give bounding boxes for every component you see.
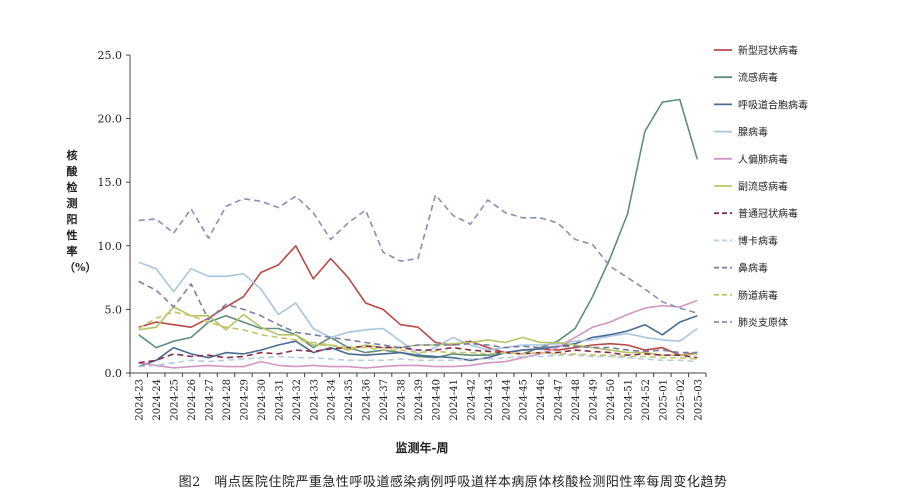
chart-series-lines <box>138 98 699 369</box>
x-tick-label: 2024-29 <box>239 379 250 421</box>
x-tick-label: 2024-41 <box>449 379 460 421</box>
x-tick-label: 2024-40 <box>431 379 442 421</box>
legend-label: 鼻病毒 <box>738 262 768 275</box>
x-tick-label: 2024-44 <box>501 379 512 421</box>
x-tick-label: 2024-38 <box>397 379 408 421</box>
x-tick-label: 2024-48 <box>571 379 582 421</box>
series-line <box>138 354 698 368</box>
x-tick-label: 2024-34 <box>327 379 338 421</box>
x-tick-label: 2024-39 <box>414 379 425 421</box>
y-tick-label: 25.0 <box>98 49 123 62</box>
x-tick-label: 2024-43 <box>484 379 495 421</box>
x-axis-label: 监测年-周 <box>395 441 449 455</box>
x-tick-label: 2024-27 <box>205 379 216 421</box>
legend-label: 流感病毒 <box>738 71 778 84</box>
x-tick-label: 2024-28 <box>222 379 233 421</box>
legend-label: 副流感病毒 <box>738 180 788 193</box>
y-tick-label: 15.0 <box>98 176 123 189</box>
x-tick-label: 2024-47 <box>554 379 565 421</box>
x-tick-label: 2024-33 <box>309 379 320 421</box>
x-tick-label: 2024-37 <box>379 379 390 421</box>
series-line <box>138 315 698 368</box>
legend-label: 腺病毒 <box>738 126 768 139</box>
series-line <box>138 280 698 354</box>
x-tick-label: 2025-01 <box>658 379 669 421</box>
x-tick-label: 2024-31 <box>274 379 285 421</box>
x-tick-label: 2024-25 <box>170 379 181 421</box>
chart-axes: 0.0 5.0 10.0 15.0 20.0 25.0 2024-23 2024-24 2024… <box>98 49 707 421</box>
x-tick-label: 2025-03 <box>693 379 704 421</box>
y-tick-label: 10.0 <box>98 240 123 253</box>
x-tick-label: 2024-46 <box>536 379 547 421</box>
x-tick-label: 2024-30 <box>257 379 268 421</box>
legend-label: 人偏肺病毒 <box>738 153 788 166</box>
figure-caption: 图2 哨点医院住院严重急性呼吸道感染病例呼吸道样本病原体核酸检测阳性率每周变化趋… <box>178 475 728 490</box>
x-tick-label: 2024-32 <box>292 379 303 421</box>
x-tick-label: 2024-50 <box>606 379 617 421</box>
series-line <box>138 261 698 355</box>
x-tick-label: 2024-42 <box>466 379 477 421</box>
x-tick-label: 2024-51 <box>623 379 634 421</box>
chart-legend: 新型冠状病毒流感病毒呼吸道合胞病毒腺病毒人偏肺病毒副流感病毒普通冠状病毒博卡病毒… <box>714 44 808 329</box>
legend-label: 新型冠状病毒 <box>738 44 798 57</box>
x-tick-label: 2024-35 <box>344 379 355 421</box>
x-tick-label: 2024-52 <box>641 379 652 421</box>
legend-label: 博卡病毒 <box>738 234 778 247</box>
y-tick-label: 0.0 <box>105 367 123 380</box>
legend-label: 呼吸道合胞病毒 <box>738 98 808 111</box>
legend-label: 肠道病毒 <box>738 289 778 302</box>
y-axis-label: 核酸检测阳性率（%） <box>64 149 97 274</box>
series-line <box>138 98 699 359</box>
x-tick-label: 2024-24 <box>152 379 163 421</box>
legend-label: 肺炎支原体 <box>738 317 788 329</box>
legend-label: 普通冠状病毒 <box>738 207 798 220</box>
series-line <box>138 299 698 369</box>
x-tick-label: 2024-23 <box>135 379 146 421</box>
series-line <box>138 311 698 360</box>
series-line <box>138 345 698 364</box>
y-tick-label: 20.0 <box>98 113 123 126</box>
x-tick-label: 2024-36 <box>362 379 373 421</box>
y-tick-label: 5.0 <box>105 303 123 316</box>
series-line <box>138 194 698 314</box>
x-tick-label: 2024-49 <box>589 379 600 421</box>
x-tick-label: 2025-02 <box>676 379 687 421</box>
series-line <box>138 245 698 357</box>
x-tick-label: 2024-26 <box>187 379 198 421</box>
x-tick-label: 2024-45 <box>519 379 530 421</box>
